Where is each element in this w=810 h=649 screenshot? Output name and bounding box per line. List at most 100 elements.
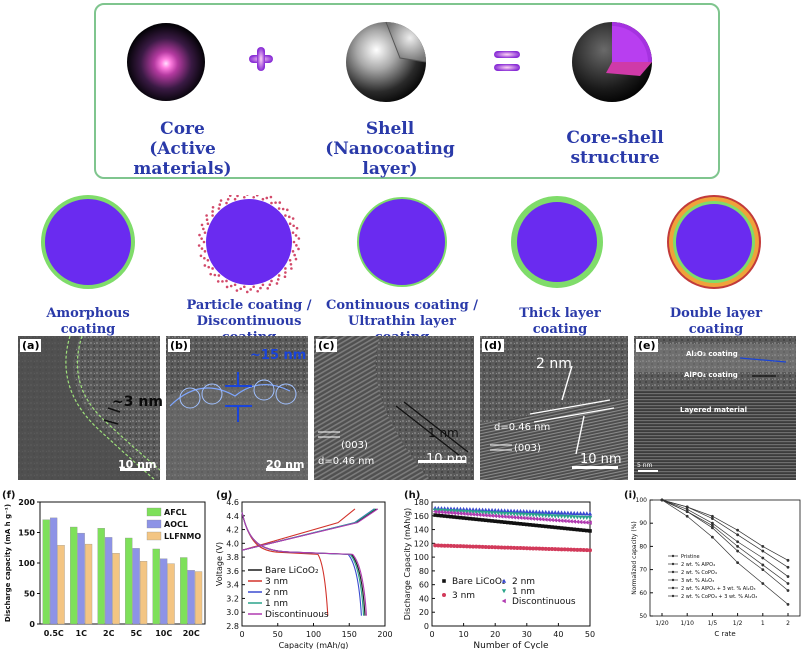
chart-h-point	[442, 543, 447, 548]
chart-h-point	[528, 522, 532, 527]
chart-h-point	[499, 545, 504, 550]
chart-h-legend-label: Discontinuous	[512, 597, 576, 607]
chart-h-point	[530, 516, 535, 521]
chart-g-charge-curve	[241, 508, 356, 551]
chart-h-point	[496, 513, 501, 519]
chart-i-xlabel: C rate	[714, 630, 735, 638]
chart-g-ylabel: Voltage (V)	[215, 542, 224, 586]
chart-h-point	[455, 509, 460, 514]
chart-h-point	[546, 509, 552, 515]
double-coating-circle	[667, 195, 761, 289]
chart-g-frame	[241, 501, 386, 627]
chart-h-point	[562, 514, 567, 519]
chart-h-point	[571, 519, 576, 524]
chart-h-ylabel: Discharge Capacity (mAh/g)	[403, 508, 412, 620]
chart-i-line	[661, 499, 789, 605]
chart-g-ytick-label: 4.6	[226, 498, 239, 507]
chart-h-point	[584, 548, 589, 553]
chart-h-point	[559, 547, 564, 552]
chart-h-point	[458, 515, 463, 520]
chart-h-point	[445, 509, 450, 514]
chart-h-point	[527, 513, 533, 518]
chart-g-legend-label: Discontinuous	[265, 610, 329, 620]
chart-h-point	[568, 519, 573, 524]
chart-h-point	[543, 517, 548, 522]
chart-h-point	[540, 546, 545, 551]
chart-h-point	[470, 510, 476, 515]
chart-h-point	[461, 544, 466, 549]
chart-h-point	[471, 517, 475, 521]
core-title: Core	[160, 119, 205, 139]
chart-i-ytick-label: 80	[639, 543, 647, 550]
chart-h-point	[439, 509, 444, 515]
chart-h-point	[546, 546, 551, 551]
chart-h-point	[483, 507, 488, 512]
chart-h-point	[575, 519, 580, 524]
chart-h-point	[496, 519, 501, 524]
chart-h-point	[550, 547, 555, 552]
chart-h-point	[572, 515, 577, 520]
chart-h-ytick-label: 60	[419, 581, 429, 590]
chart-h-ytick-label: 0	[424, 622, 429, 631]
chart-h-point	[452, 515, 456, 519]
tem-image-d	[480, 336, 628, 480]
chart-h-point	[575, 527, 580, 532]
chart-i-point	[711, 514, 714, 518]
chart-h-ytick-label: 40	[419, 594, 429, 603]
chart-i-point	[761, 556, 765, 560]
coating-label-amorphous: Amorphous coating	[18, 306, 158, 338]
chart-h-point	[565, 510, 571, 515]
coating-label-text: Amorphous coating	[46, 306, 130, 337]
chart-h-point	[515, 508, 520, 513]
chart-h-ytick-label: 100	[414, 553, 429, 562]
chart-h-point	[530, 509, 536, 514]
chart-h-point	[508, 512, 514, 517]
chart-h-point	[531, 523, 535, 527]
chart-h-point	[499, 514, 504, 519]
chart-f-xtick-label: 2C	[103, 629, 115, 638]
chart-h-point	[543, 546, 548, 551]
chart-h-xtick-label: 50	[585, 630, 595, 639]
chart-h-point	[493, 519, 497, 524]
chart-h-point	[477, 512, 482, 517]
chart-i-legend-marker	[671, 586, 675, 590]
chart-h-point	[501, 578, 507, 583]
chart-i-xtick-label: 2	[786, 620, 790, 627]
chart-h-point	[568, 515, 574, 520]
chart-h-point	[562, 510, 567, 515]
chart-h-point	[540, 509, 545, 514]
chart-h-point	[556, 525, 561, 530]
chart-g-xtick-label: 150	[342, 630, 357, 639]
chart-i-legend-label: 2 wt. % CoPO₄ + 3 wt. % Al₂O₃	[681, 594, 757, 600]
chart-h-point	[508, 508, 514, 513]
chart-h-point	[575, 547, 580, 552]
chart-g-ytick-label: 3.6	[226, 567, 239, 576]
core-shell-sphere	[572, 22, 652, 102]
chart-i-point	[736, 528, 739, 532]
chart-h-point	[433, 543, 438, 548]
chart-i-legend-marker	[671, 554, 675, 558]
chart-f-ytick-label: 200	[18, 498, 35, 507]
chart-f-ytick-label: 0	[29, 620, 35, 629]
chart-g-ytick-label: 3.4	[226, 581, 239, 590]
tem-image-b	[166, 336, 308, 480]
chart-h-point	[439, 543, 444, 548]
chart-h-point	[553, 547, 558, 552]
chart-g-xlabel: Capacity (mAh/g)	[279, 641, 349, 649]
chart-h-point	[587, 516, 593, 521]
chart-h-point	[442, 508, 447, 514]
chart-h-point	[464, 516, 469, 521]
chart-i-point	[761, 582, 765, 585]
tem-label-d: (d)	[482, 339, 504, 352]
chart-h-point	[518, 515, 523, 520]
chart-f-legend-label: AOCL	[164, 520, 188, 529]
chart-h-point	[461, 516, 466, 520]
coating-label-text: Double layer coating	[669, 306, 763, 337]
chart-h-point	[552, 517, 558, 523]
chart-i-point	[761, 568, 765, 571]
chart-h-point	[530, 513, 536, 518]
chart-h-legend-label: Bare LiCoO₂	[452, 577, 506, 587]
chart-g-ytick-label: 3.8	[226, 553, 239, 562]
chart-h-point	[436, 509, 441, 515]
